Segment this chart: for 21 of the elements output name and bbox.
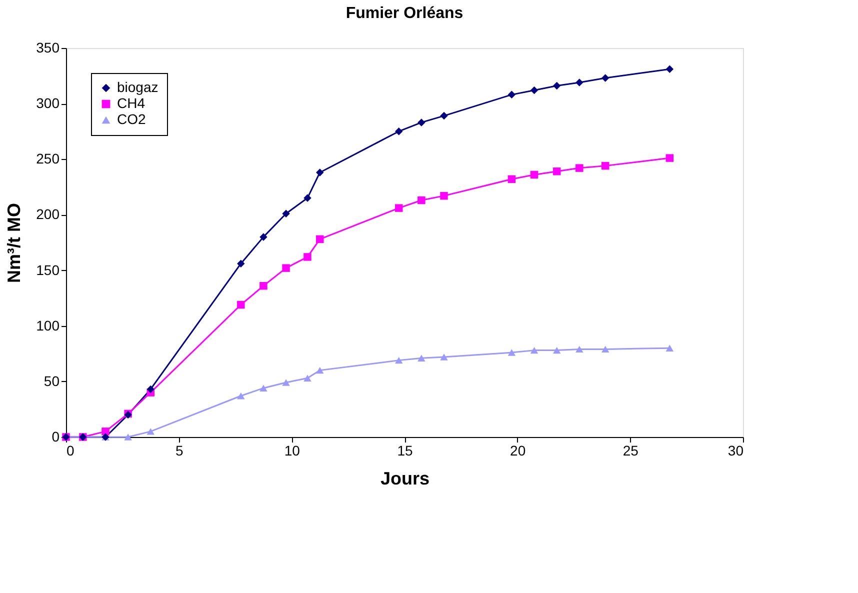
- x-tick-label: 10: [284, 442, 300, 458]
- y-tick-label: 0: [52, 428, 60, 444]
- x-tick-label: 20: [510, 442, 526, 458]
- y-tick-label: 200: [36, 206, 60, 222]
- legend-label: CO2: [117, 111, 146, 127]
- x-tick-label: 5: [175, 442, 184, 458]
- x-axis-title: Jours: [380, 468, 430, 488]
- y-tick-label: 300: [36, 95, 60, 112]
- y-tick-label: 350: [36, 40, 60, 56]
- legend-label: biogaz: [117, 79, 158, 95]
- y-tick-label: 50: [44, 372, 60, 389]
- chart-title: Fumier Orléans: [346, 5, 464, 22]
- x-tick-label: 0: [66, 442, 74, 458]
- y-axis-title: Nm³/t MO: [4, 203, 24, 283]
- x-tick-label: 30: [728, 442, 744, 458]
- y-tick-label: 150: [36, 262, 60, 278]
- y-tick-label: 100: [36, 317, 60, 334]
- legend-label: CH4: [117, 95, 146, 111]
- y-tick-label: 250: [36, 150, 60, 167]
- x-tick-label: 25: [622, 442, 639, 458]
- x-tick-label: 15: [397, 442, 413, 458]
